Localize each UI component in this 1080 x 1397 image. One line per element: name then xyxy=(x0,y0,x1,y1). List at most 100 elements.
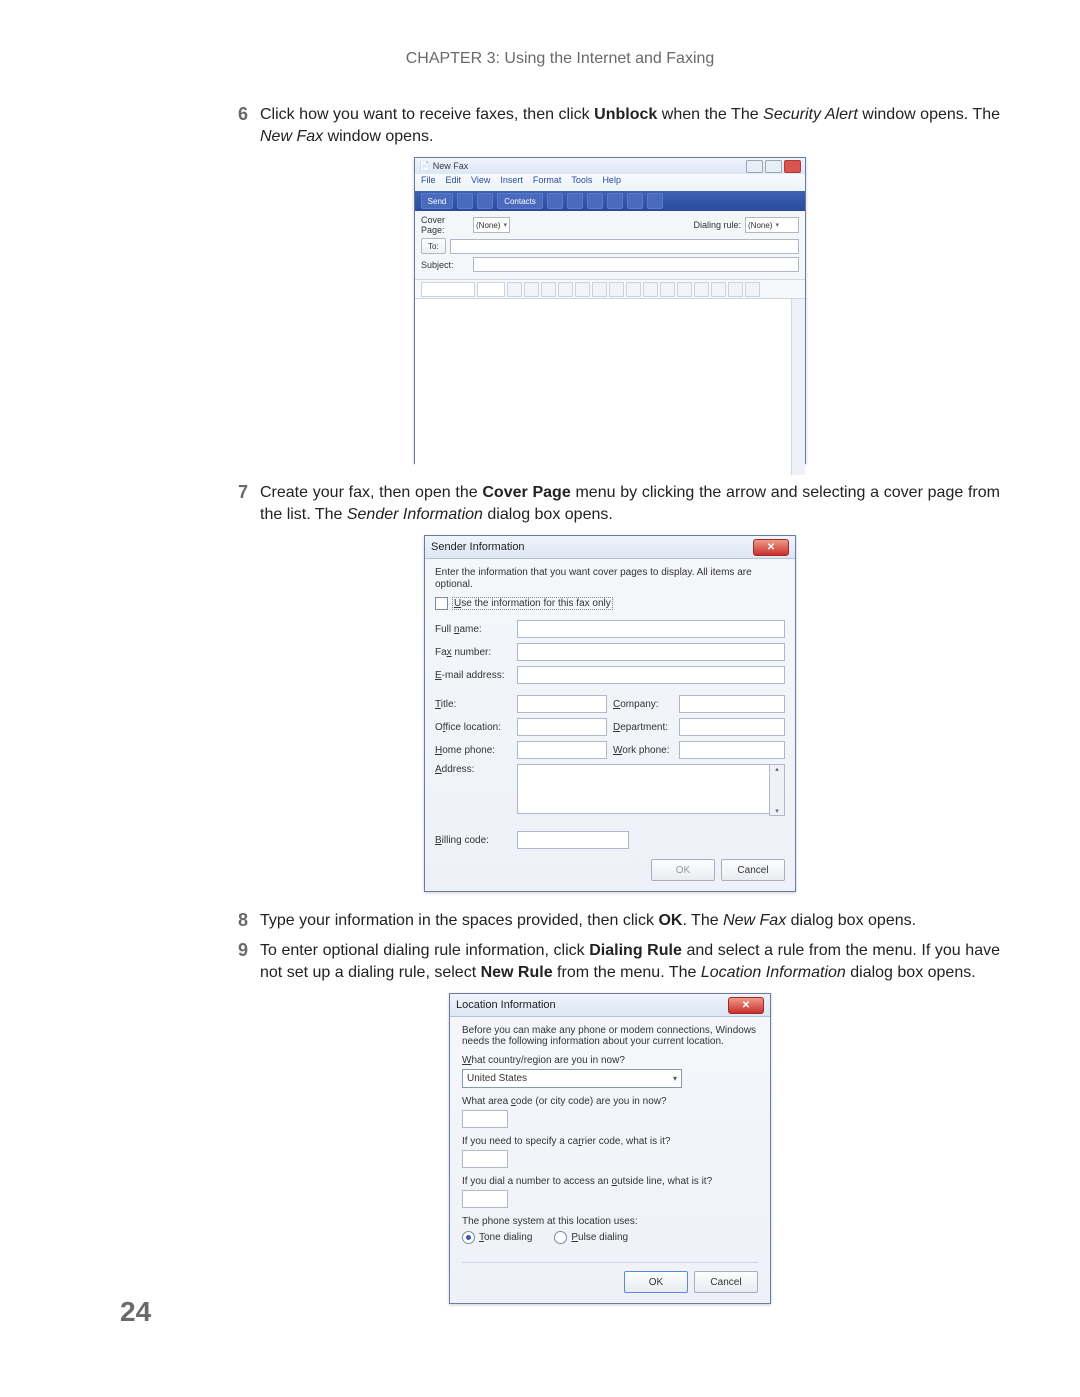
bold-icon[interactable] xyxy=(524,282,539,297)
titlebar[interactable]: 📄 New Fax xyxy=(415,158,805,174)
align-icon[interactable] xyxy=(660,282,675,297)
department-input[interactable] xyxy=(679,718,785,736)
format-toolbar xyxy=(415,280,805,299)
radio-icon xyxy=(554,1231,567,1244)
menu-format[interactable]: Format xyxy=(533,175,562,190)
titlebar[interactable]: Sender Information ✕ xyxy=(425,536,795,559)
company-input[interactable] xyxy=(679,695,785,713)
carrier-question: If you need to specify a carrier code, w… xyxy=(462,1136,758,1147)
italic-icon[interactable] xyxy=(541,282,556,297)
align-icon[interactable] xyxy=(711,282,726,297)
billing-input[interactable] xyxy=(517,831,629,849)
menu-insert[interactable]: Insert xyxy=(500,175,523,190)
to-button[interactable]: To: xyxy=(421,238,446,254)
toolbar-icon[interactable] xyxy=(647,193,663,209)
t: dialog box opens. xyxy=(846,964,976,981)
outside-line-question: If you dial a number to access an outsid… xyxy=(462,1176,758,1187)
country-question: What country/region are you in now? xyxy=(462,1055,758,1066)
company-label: Company: xyxy=(613,699,675,710)
minimize-button[interactable] xyxy=(746,160,763,173)
ok-button[interactable]: OK xyxy=(624,1271,688,1293)
phone-system-label: The phone system at this location uses: xyxy=(462,1216,758,1227)
toolbar-icon[interactable] xyxy=(457,193,473,209)
title-label: Title: xyxy=(435,699,513,710)
cancel-button[interactable]: Cancel xyxy=(694,1271,758,1293)
toolbar-icon[interactable] xyxy=(547,193,563,209)
office-input[interactable] xyxy=(517,718,607,736)
home-phone-input[interactable] xyxy=(517,741,607,759)
list-icon[interactable] xyxy=(592,282,607,297)
t: Click how you want to receive faxes, the… xyxy=(260,106,594,123)
toolbar-icon[interactable] xyxy=(607,193,623,209)
send-button[interactable]: Send xyxy=(421,193,453,209)
contacts-button[interactable]: Contacts xyxy=(497,193,543,209)
address-input[interactable] xyxy=(517,764,769,814)
close-button[interactable]: ✕ xyxy=(728,997,764,1014)
to-input[interactable] xyxy=(450,239,799,254)
close-button[interactable] xyxy=(784,160,801,173)
menu-view[interactable]: View xyxy=(471,175,490,190)
format-icon[interactable] xyxy=(728,282,743,297)
subject-input[interactable] xyxy=(473,257,799,272)
fax-number-input[interactable] xyxy=(517,643,785,661)
toolbar-icon[interactable] xyxy=(477,193,493,209)
email-input[interactable] xyxy=(517,666,785,684)
office-label: Office location: xyxy=(435,722,513,733)
align-icon[interactable] xyxy=(694,282,709,297)
step-number: 8 xyxy=(220,910,260,932)
t: New Rule xyxy=(481,964,553,981)
menu-tools[interactable]: Tools xyxy=(571,175,592,190)
address-label: Address: xyxy=(435,764,513,775)
figure-new-fax: 📄 New Fax File Edit View Insert Format T… xyxy=(220,157,1000,464)
compose-body[interactable] xyxy=(415,299,805,475)
toolbar-icon[interactable] xyxy=(627,193,643,209)
cover-page-select[interactable]: (None) xyxy=(473,217,510,233)
outside-line-input[interactable] xyxy=(462,1190,508,1208)
t: Type your information in the spaces prov… xyxy=(260,912,658,929)
font-select[interactable] xyxy=(421,282,475,297)
align-icon[interactable] xyxy=(677,282,692,297)
close-button[interactable]: ✕ xyxy=(753,539,789,556)
format-icon[interactable] xyxy=(745,282,760,297)
intro-text: Enter the information that you want cove… xyxy=(435,567,785,591)
toolbar-icon[interactable] xyxy=(587,193,603,209)
dialing-rule-select[interactable]: (None) xyxy=(745,217,799,233)
menu-help[interactable]: Help xyxy=(602,175,621,190)
window-buttons xyxy=(746,160,801,173)
maximize-button[interactable] xyxy=(765,160,782,173)
format-icon[interactable] xyxy=(507,282,522,297)
step-number: 6 xyxy=(220,104,260,147)
size-select[interactable] xyxy=(477,282,505,297)
t: Dialing Rule xyxy=(589,942,682,959)
step-7: 7 Create your fax, then open the Cover P… xyxy=(220,482,1000,525)
area-code-input[interactable] xyxy=(462,1110,508,1128)
toolbar-icon[interactable] xyxy=(567,193,583,209)
step-6: 6 Click how you want to receive faxes, t… xyxy=(220,104,1000,147)
country-select[interactable]: United States xyxy=(462,1069,682,1088)
menu-edit[interactable]: Edit xyxy=(446,175,462,190)
t: Location Information xyxy=(701,964,846,981)
carrier-input[interactable] xyxy=(462,1150,508,1168)
cancel-button[interactable]: Cancel xyxy=(721,859,785,881)
t: Security Alert xyxy=(763,106,858,123)
list-icon[interactable] xyxy=(609,282,624,297)
ok-button[interactable]: OK xyxy=(651,859,715,881)
menu-file[interactable]: File xyxy=(421,175,436,190)
indent-icon[interactable] xyxy=(643,282,658,297)
dialog-title: Location Information xyxy=(456,999,556,1011)
pulse-dialing-radio[interactable]: Pulse dialing xyxy=(554,1231,628,1244)
use-for-this-fax-checkbox[interactable]: Use the information for this fax only xyxy=(435,597,785,610)
work-phone-input[interactable] xyxy=(679,741,785,759)
step-text: Click how you want to receive faxes, the… xyxy=(260,104,1000,147)
scrollbar[interactable] xyxy=(791,299,805,475)
color-icon[interactable] xyxy=(575,282,590,297)
window-title: 📄 New Fax xyxy=(419,161,468,172)
tone-dialing-radio[interactable]: Tone dialing xyxy=(462,1231,532,1244)
underline-icon[interactable] xyxy=(558,282,573,297)
department-label: Department: xyxy=(613,722,675,733)
titlebar[interactable]: Location Information ✕ xyxy=(450,994,770,1017)
full-name-input[interactable] xyxy=(517,620,785,638)
title-input[interactable] xyxy=(517,695,607,713)
indent-icon[interactable] xyxy=(626,282,641,297)
scrollbar[interactable]: ▴▾ xyxy=(769,764,785,816)
